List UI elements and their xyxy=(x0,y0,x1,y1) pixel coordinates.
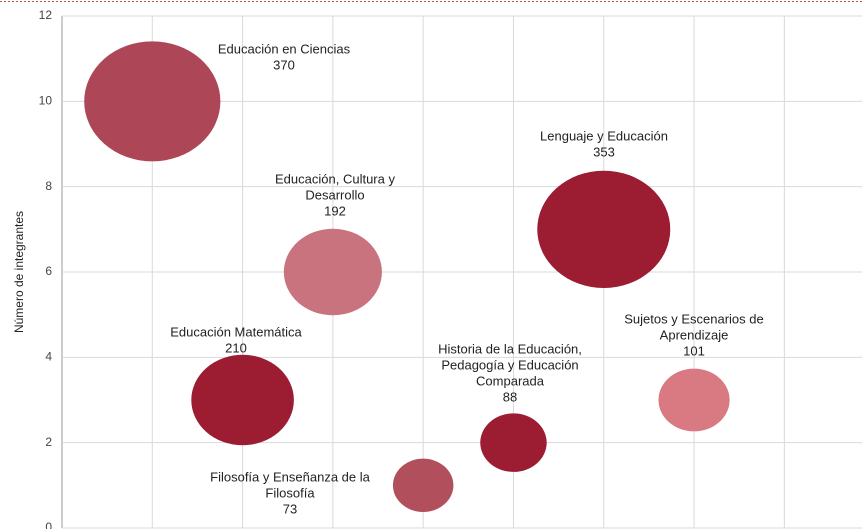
bubble-label: Desarrollo xyxy=(305,187,364,202)
y-tick-label: 2 xyxy=(45,435,52,449)
y-axis-label: Número de integrantes xyxy=(12,211,26,333)
bubble-value: 210 xyxy=(225,340,247,355)
bubble-label: Educación Matemática xyxy=(170,324,302,339)
bubble-label: Historia de la Educación, xyxy=(438,341,582,356)
bubble-label: Sujetos y Escenarios de xyxy=(624,311,763,326)
bubble-label: Filosofía xyxy=(265,485,315,500)
y-tick-label: 10 xyxy=(39,94,53,108)
bubble-value: 370 xyxy=(273,57,295,72)
bubble xyxy=(480,413,547,472)
bubble-value: 101 xyxy=(683,343,705,358)
bubble-value: 353 xyxy=(593,144,615,159)
bubble xyxy=(392,458,454,512)
bubble-label: Lenguaje y Educación xyxy=(540,128,668,143)
bubble-value: 73 xyxy=(283,501,297,516)
y-tick-label: 4 xyxy=(45,350,52,364)
bubble xyxy=(191,354,294,446)
y-tick-label: 6 xyxy=(45,264,52,278)
y-tick-label: 8 xyxy=(45,179,52,193)
bubble xyxy=(283,228,382,316)
bubble-label: Comparada xyxy=(476,373,545,388)
bubble-label: Pedagogía y Educación xyxy=(441,357,578,372)
bubble-label: Educación, Cultura y xyxy=(275,171,395,186)
bubble xyxy=(537,170,671,288)
bubble xyxy=(658,368,730,432)
bubble-label: Educación en Ciencias xyxy=(218,41,351,56)
y-tick-label: 0 xyxy=(45,520,52,529)
bubble-label: Aprendizaje xyxy=(660,327,729,342)
bubble-value: 88 xyxy=(503,389,517,404)
bubble-label: Filosofía y Enseñanza de la xyxy=(210,469,370,484)
bubble xyxy=(84,41,221,162)
y-tick-label: 12 xyxy=(39,8,53,22)
bubble-value: 192 xyxy=(324,203,346,218)
